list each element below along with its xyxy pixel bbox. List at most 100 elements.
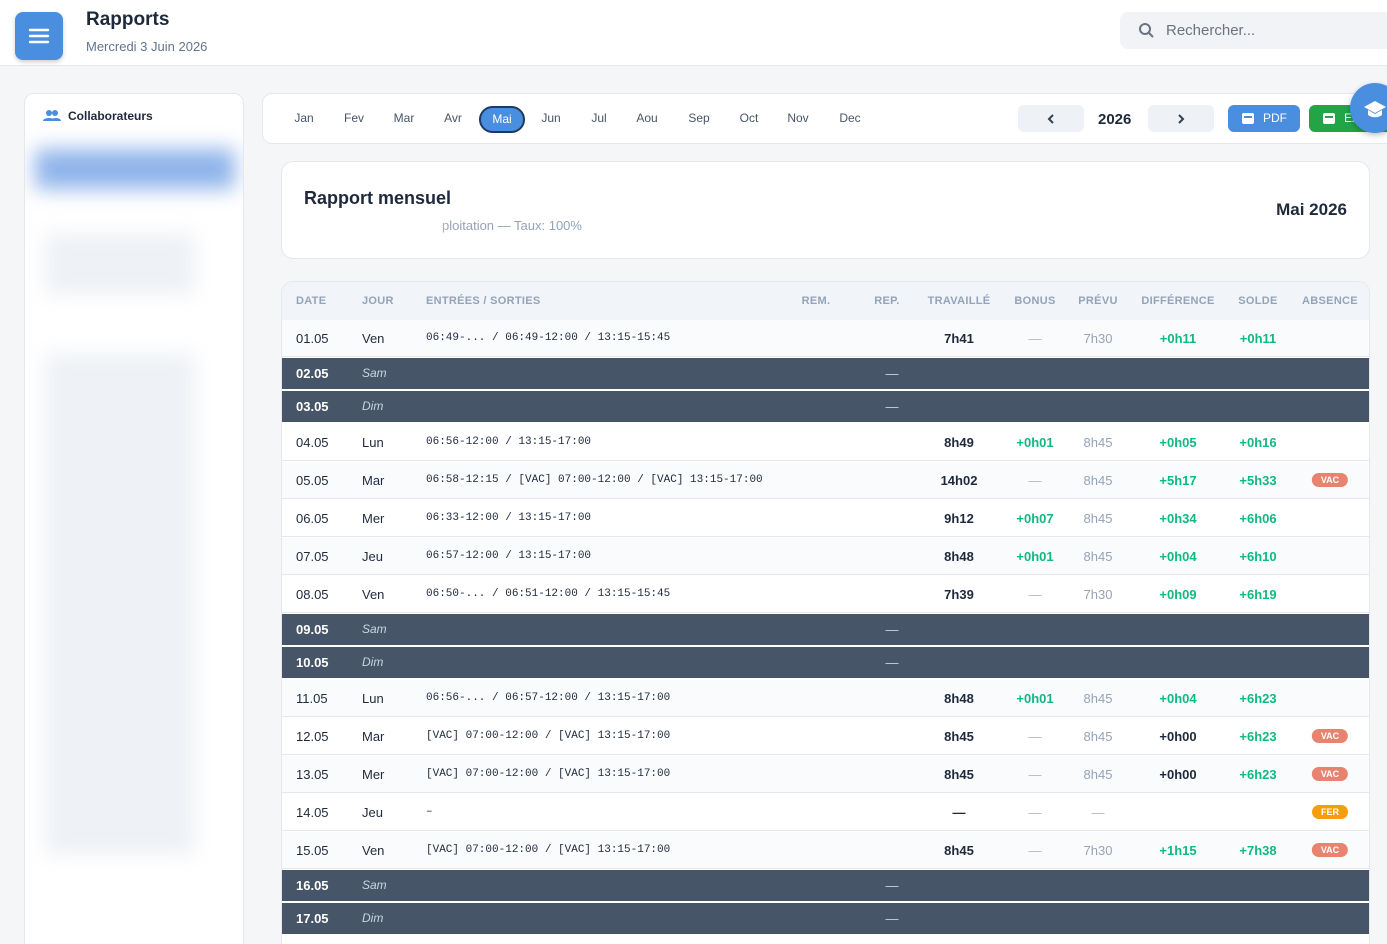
cell-rep: —: [885, 878, 899, 893]
cell-date: 16.05: [296, 878, 329, 893]
month-tab[interactable]: Mar: [393, 111, 415, 125]
month-tab[interactable]: Sep: [688, 111, 710, 125]
report-subtitle: ploitation — Taux: 100%: [442, 218, 582, 233]
cell-balance: +6h23: [1239, 766, 1277, 782]
cell-day: Lun: [362, 434, 384, 450]
cell-worked: —: [952, 804, 966, 820]
cell-date: 08.05: [296, 586, 329, 602]
search-icon: [1139, 23, 1154, 38]
absence-badge: VAC: [1311, 766, 1349, 781]
cell-worked: 14h02: [940, 472, 978, 488]
weekend-row: 17.05 Dim —: [282, 903, 1369, 935]
cell-rep: —: [885, 366, 899, 381]
cell-diff: +5h17: [1159, 472, 1197, 488]
sidebar-title: Collaborateurs: [68, 109, 153, 123]
cell-day: Ven: [362, 842, 385, 858]
cell-diff: +0h09: [1159, 586, 1197, 602]
cell-worked: 9h12: [944, 510, 974, 526]
cell-day: Mar: [362, 728, 385, 744]
prev-year[interactable]: [1018, 105, 1084, 132]
cell-bonus: +0h07: [1016, 510, 1054, 526]
cell-bonus: —: [1028, 766, 1042, 782]
table-row: 05.05 Mar 06:58-12:15 / [VAC] 07:00-12:00 …: [282, 462, 1369, 499]
help-button[interactable]: [1350, 83, 1387, 133]
page-date: Mercredi 3 Juin 2026: [86, 39, 208, 54]
cell-entries: [VAC] 07:00-12:00 / [VAC] 13:15-17:00: [426, 843, 671, 856]
weekend-divider: [348, 389, 1369, 390]
cell-day: Jeu: [362, 548, 383, 564]
search-box[interactable]: Rechercher...: [1120, 12, 1387, 49]
cell-day: Dim: [362, 911, 384, 925]
button-icon: [1323, 113, 1335, 124]
cell-day: Ven: [362, 586, 385, 602]
export-button[interactable]: PDF: [1228, 105, 1300, 132]
cell-date: 12.05: [296, 728, 329, 744]
month-tab[interactable]: Nov: [787, 111, 809, 125]
month-tab[interactable]: Jan: [294, 111, 314, 125]
month-tab[interactable]: Dec: [839, 111, 861, 125]
cell-rep: —: [885, 655, 899, 670]
month-tab[interactable]: Avr: [444, 111, 462, 125]
weekend-divider: [348, 422, 1369, 423]
cell-bonus: —: [1028, 842, 1042, 858]
table-row: 06.05 Mer 06:33-12:00 / 13:15-17:00 9h12 +0h…: [282, 500, 1369, 537]
month-tab[interactable]: Fev: [343, 111, 364, 125]
cell-entries: 06:58-12:15 / [VAC] 07:00-12:00 / [VAC] …: [426, 473, 763, 486]
absence-badge: VAC: [1311, 472, 1349, 487]
cell-entries: [VAC] 07:00-12:00 / [VAC] 13:15-17:00: [426, 767, 671, 780]
table-row: 14.05 Jeu – — — — FER: [282, 794, 1369, 831]
weekend-row: 16.05 Sam —: [282, 870, 1369, 902]
month-tab[interactable]: Aou: [636, 111, 658, 125]
cell-day: Mar: [362, 472, 385, 488]
report-card: Rapport mensuel ploitation — Taux: 100% …: [281, 161, 1370, 259]
column-header: SOLDE: [1238, 295, 1278, 307]
cell-day: Jeu: [362, 804, 383, 820]
sidebar: Collaborateurs: [24, 93, 244, 944]
cell-worked: 8h45: [944, 842, 974, 858]
cell-date: 11.05: [296, 690, 328, 706]
menu-button[interactable]: [15, 12, 63, 60]
chevron-right: [1178, 114, 1185, 124]
cell-planned: 8h45: [1083, 434, 1113, 450]
cell-bonus: +0h01: [1016, 548, 1054, 564]
table-row: 13.05 Mer [VAC] 07:00-12:00 / [VAC] 13:15-…: [282, 756, 1369, 793]
cell-planned: —: [1091, 804, 1105, 820]
menu-icon: [28, 28, 50, 44]
cell-planned: 7h30: [1083, 330, 1113, 346]
button-icon: [1242, 113, 1254, 124]
weekend-row: 03.05 Dim —: [282, 391, 1369, 423]
column-header: ABSENCE: [1302, 295, 1358, 307]
cell-planned: 7h30: [1083, 842, 1113, 858]
table-row: 04.05 Lun 06:56-12:00 / 13:15-17:00 8h49 +0h…: [282, 424, 1369, 461]
column-header: DIFFÉRENCE: [1141, 295, 1215, 307]
year-label: 2026: [1098, 111, 1132, 128]
cell-planned: 8h45: [1083, 472, 1113, 488]
month-tab[interactable]: Jun: [541, 111, 561, 125]
cell-day: Dim: [362, 399, 384, 413]
cell-diff: +0h11: [1159, 330, 1197, 346]
cell-bonus: +0h01: [1016, 434, 1054, 450]
month-bar: Jan Fev Mar Avr Mai Jun Jul Aou Sep Oct Nov Dec 2026…: [262, 93, 1387, 144]
column-header: ENTRÉES / SORTIES: [426, 295, 541, 307]
cell-balance: +0h11: [1239, 330, 1277, 346]
column-header: PRÉVU: [1078, 295, 1118, 307]
weekend-divider: [348, 901, 1369, 902]
cell-date: 15.05: [296, 842, 329, 858]
cell-date: 05.05: [296, 472, 329, 488]
cell-entries: 06:57-12:00 / 13:15-17:00: [426, 549, 592, 562]
cell-entries: 06:49-... / 06:49-12:00 / 13:15-15:45: [426, 331, 671, 344]
cell-entries: 06:50-... / 06:51-12:00 / 13:15-15:45: [426, 587, 671, 600]
month-tab[interactable]: Oct: [739, 111, 759, 125]
cell-bonus: —: [1028, 728, 1042, 744]
cell-planned: 8h45: [1083, 766, 1113, 782]
cell-day: Lun: [362, 690, 384, 706]
weekend-row: 02.05 Sam —: [282, 358, 1369, 390]
next-year[interactable]: [1148, 105, 1214, 132]
cell-planned: 8h45: [1083, 690, 1113, 706]
cell-date: 02.05: [296, 366, 329, 381]
month-tab[interactable]: Mai: [479, 106, 525, 133]
month-tab[interactable]: Jul: [591, 111, 607, 125]
weekend-divider: [348, 645, 1369, 646]
cell-date: 17.05: [296, 911, 329, 926]
